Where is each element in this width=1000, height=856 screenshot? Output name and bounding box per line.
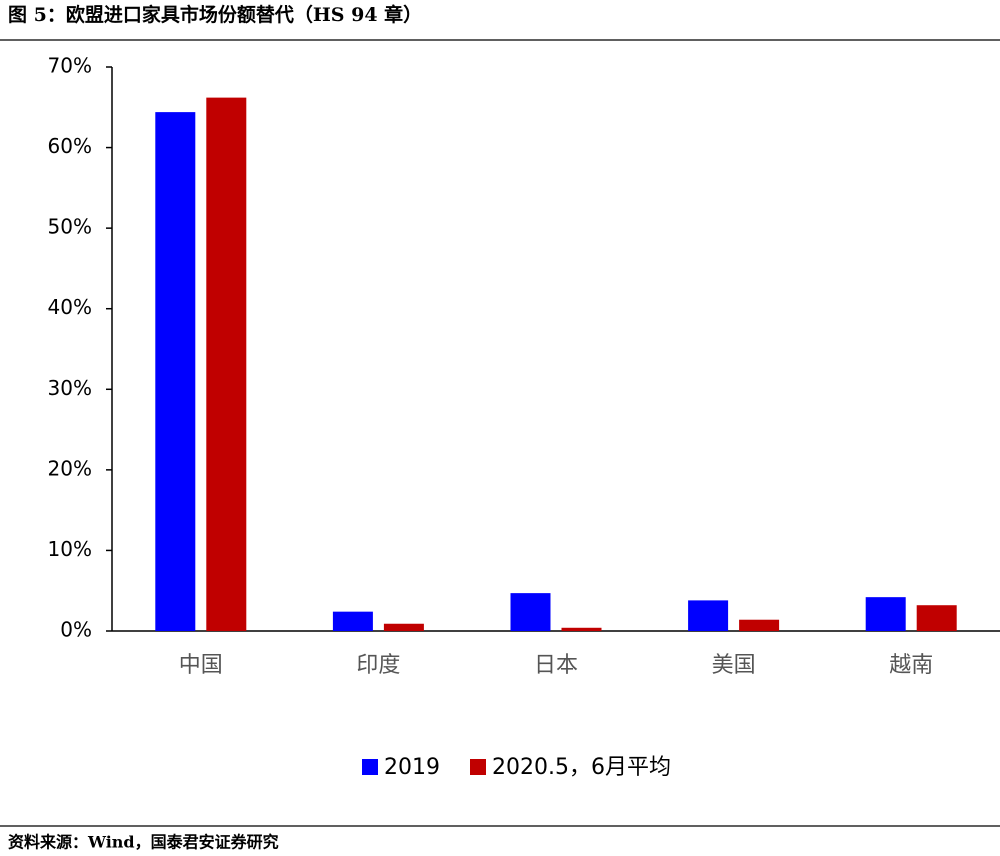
- bar: [383, 623, 424, 631]
- x-tick-label: 美国: [712, 653, 756, 678]
- legend-swatch: [470, 759, 486, 775]
- bar: [916, 605, 957, 631]
- y-tick-label: 10%: [48, 537, 92, 561]
- y-tick-label: 30%: [48, 376, 92, 400]
- bar: [865, 597, 906, 631]
- source-note: 资料来源：Wind，国泰君安证券研究: [8, 833, 279, 852]
- y-tick-label: 20%: [48, 456, 92, 480]
- y-tick-label: 50%: [48, 215, 92, 239]
- chart-title: 图 5：欧盟进口家具市场份额替代（HS 94 章）: [8, 3, 422, 26]
- bar: [206, 97, 247, 632]
- bar: [155, 112, 196, 632]
- x-tick-label: 印度: [356, 653, 400, 678]
- y-tick-label: 0%: [60, 618, 92, 642]
- bar: [739, 619, 780, 631]
- bar: [510, 593, 551, 631]
- bar: [332, 611, 373, 631]
- y-tick-label: 60%: [48, 134, 92, 158]
- bar: [561, 627, 602, 631]
- y-tick-label: 70%: [48, 54, 92, 78]
- bar: [688, 600, 729, 631]
- legend-label: 2020.5，6月平均: [492, 755, 671, 780]
- x-tick-label: 越南: [889, 653, 933, 678]
- y-tick-label: 40%: [48, 295, 92, 319]
- x-tick-label: 日本: [534, 653, 578, 678]
- legend-label: 2019: [384, 755, 440, 780]
- x-tick-label: 中国: [179, 653, 223, 678]
- legend-swatch: [362, 759, 378, 775]
